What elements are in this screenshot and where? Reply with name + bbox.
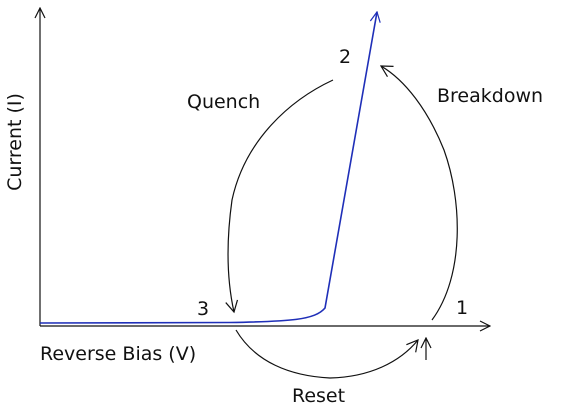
iv-curve xyxy=(39,12,377,324)
reset-label: Reset xyxy=(292,385,345,407)
y-axis-label: Current (I) xyxy=(4,93,26,191)
breakdown-label: Breakdown xyxy=(437,85,543,107)
reset-arrow xyxy=(235,329,419,379)
point-label-3: 3 xyxy=(197,298,209,320)
quench-arrow xyxy=(225,79,334,314)
point-label-2: 2 xyxy=(339,46,351,68)
x-axis-label: Reverse Bias (V) xyxy=(40,343,196,365)
breakdown-arrow xyxy=(379,65,458,321)
quench-label: Quench xyxy=(187,91,260,113)
point-label-1: 1 xyxy=(456,297,468,319)
